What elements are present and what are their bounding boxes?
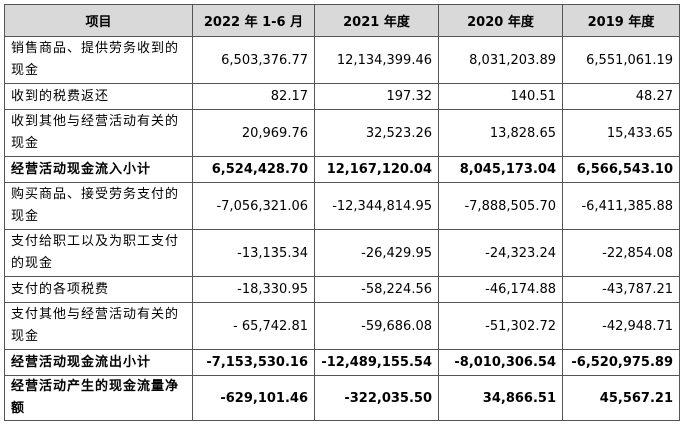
table-row: 收到其他与经营活动有关的现金 20,969.76 32,523.26 13,82… (4, 109, 680, 157)
table-row: 购买商品、接受劳务支付的现金 -7,056,321.06 -12,344,814… (4, 182, 680, 230)
header-2022h1: 2022 年 1-6 月 (192, 4, 315, 37)
cell-2019: 48.27 (562, 83, 680, 110)
row-label: 经营活动产生的现金流量净额 (4, 375, 193, 421)
row-label: 支付其他与经营活动有关的现金 (4, 302, 193, 350)
row-label: 支付给职工以及为职工支付的现金 (4, 229, 193, 277)
header-row: 项目 2022 年 1-6 月 2021 年度 2020 年度 2019 年度 (4, 4, 680, 37)
cell-2022h1: 6,503,376.77 (192, 36, 315, 84)
cell-2021: -59,686.08 (314, 302, 439, 350)
net-total-row: 经营活动产生的现金流量净额 -629,101.46 -322,035.50 34… (4, 375, 680, 421)
subtotal-row: 经营活动现金流出小计 -7,153,530.16 -12,489,155.54 … (4, 349, 680, 376)
cell-2022h1: -629,101.46 (192, 375, 315, 421)
cell-2020: -8,010,306.54 (438, 349, 563, 376)
cell-2021: 32,523.26 (314, 109, 439, 157)
cell-2020: -46,174.88 (438, 276, 563, 303)
cell-2022h1: -18,330.95 (192, 276, 315, 303)
cell-2021: -322,035.50 (314, 375, 439, 421)
subtotal-row: 经营活动现金流入小计 6,524,428.70 12,167,120.04 8,… (4, 156, 680, 183)
row-label: 支付的各项税费 (4, 276, 193, 303)
cell-2020: -24,323.24 (438, 229, 563, 277)
cell-2020: 140.51 (438, 83, 563, 110)
cell-2022h1: -13,135.34 (192, 229, 315, 277)
cash-flow-table-container: 项目 2022 年 1-6 月 2021 年度 2020 年度 2019 年度 … (4, 4, 680, 421)
cell-2019: 45,567.21 (562, 375, 680, 421)
cell-2020: -7,888,505.70 (438, 182, 563, 230)
table-row: 销售商品、提供劳务收到的现金 6,503,376.77 12,134,399.4… (4, 36, 680, 84)
table-row: 支付给职工以及为职工支付的现金 -13,135.34 -26,429.95 -2… (4, 229, 680, 277)
cell-2020: 13,828.65 (438, 109, 563, 157)
table-row: 支付的各项税费 -18,330.95 -58,224.56 -46,174.88… (4, 276, 680, 303)
cell-2019: 6,566,543.10 (562, 156, 680, 183)
cell-2019: -42,948.71 (562, 302, 680, 350)
cell-2020: 8,045,173.04 (438, 156, 563, 183)
cell-2020: -51,302.72 (438, 302, 563, 350)
cell-2022h1: - 65,742.81 (192, 302, 315, 350)
table-row: 支付其他与经营活动有关的现金 - 65,742.81 -59,686.08 -5… (4, 302, 680, 350)
cell-2019: -6,411,385.88 (562, 182, 680, 230)
row-label: 经营活动现金流出小计 (4, 349, 193, 376)
cell-2019: -43,787.21 (562, 276, 680, 303)
header-2021: 2021 年度 (314, 4, 439, 37)
cell-2022h1: 82.17 (192, 83, 315, 110)
cell-2021: 12,134,399.46 (314, 36, 439, 84)
cell-2019: -22,854.08 (562, 229, 680, 277)
row-label: 收到的税费返还 (4, 83, 193, 110)
cell-2021: 197.32 (314, 83, 439, 110)
table-row: 收到的税费返还 82.17 197.32 140.51 48.27 (4, 83, 680, 110)
cell-2021: -26,429.95 (314, 229, 439, 277)
cell-2022h1: -7,153,530.16 (192, 349, 315, 376)
cell-2019: 6,551,061.19 (562, 36, 680, 84)
row-label: 购买商品、接受劳务支付的现金 (4, 182, 193, 230)
cell-2022h1: 6,524,428.70 (192, 156, 315, 183)
cash-flow-table: 项目 2022 年 1-6 月 2021 年度 2020 年度 2019 年度 … (4, 4, 680, 421)
cell-2021: 12,167,120.04 (314, 156, 439, 183)
header-2020: 2020 年度 (438, 4, 563, 37)
row-label: 收到其他与经营活动有关的现金 (4, 109, 193, 157)
cell-2022h1: -7,056,321.06 (192, 182, 315, 230)
row-label: 经营活动现金流入小计 (4, 156, 193, 183)
cell-2022h1: 20,969.76 (192, 109, 315, 157)
cell-2021: -12,489,155.54 (314, 349, 439, 376)
cell-2019: 15,433.65 (562, 109, 680, 157)
row-label: 销售商品、提供劳务收到的现金 (4, 36, 193, 84)
cell-2020: 8,031,203.89 (438, 36, 563, 84)
cell-2019: -6,520,975.89 (562, 349, 680, 376)
header-2019: 2019 年度 (562, 4, 680, 37)
cell-2021: -12,344,814.95 (314, 182, 439, 230)
cell-2020: 34,866.51 (438, 375, 563, 421)
cell-2021: -58,224.56 (314, 276, 439, 303)
header-item: 项目 (4, 4, 193, 37)
